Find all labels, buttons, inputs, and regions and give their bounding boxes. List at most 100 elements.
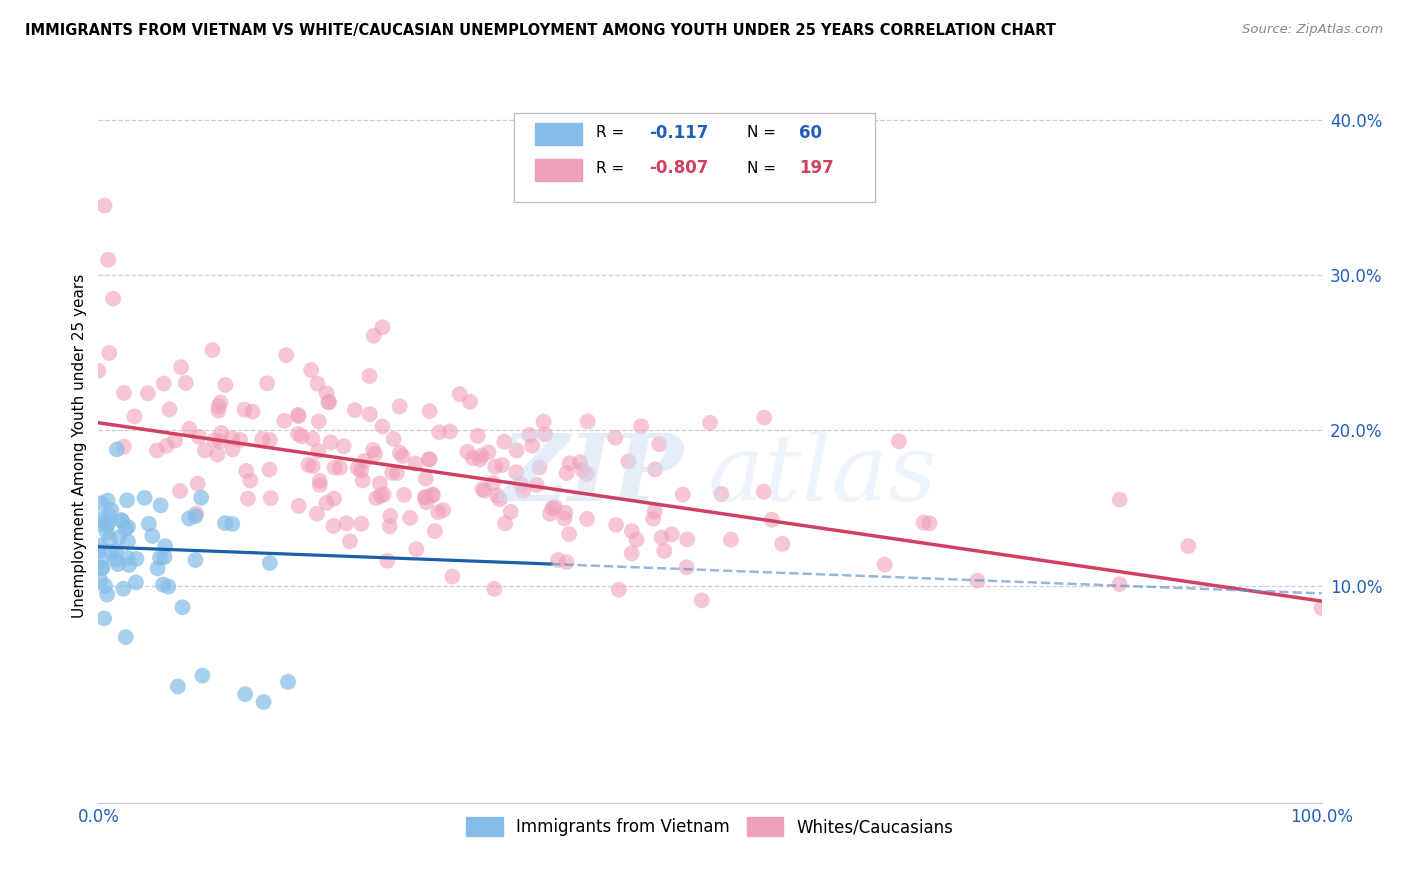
Point bbox=[93, 198, 115, 212]
Point bbox=[617, 454, 640, 468]
Point bbox=[966, 574, 988, 588]
Point bbox=[319, 435, 342, 450]
Point bbox=[363, 328, 385, 343]
Point bbox=[343, 403, 366, 417]
Point bbox=[125, 552, 148, 566]
Point bbox=[361, 442, 384, 457]
Point bbox=[547, 553, 569, 567]
Text: R =: R = bbox=[596, 125, 624, 140]
Point bbox=[323, 491, 346, 506]
Point bbox=[555, 466, 578, 480]
Text: -0.807: -0.807 bbox=[648, 160, 709, 178]
Point bbox=[118, 558, 141, 572]
Point bbox=[1108, 577, 1130, 591]
Point bbox=[385, 466, 408, 480]
Point bbox=[553, 511, 575, 525]
Point bbox=[233, 687, 256, 701]
Point bbox=[124, 409, 146, 424]
Point bbox=[1108, 492, 1130, 507]
Point bbox=[208, 434, 231, 449]
Point bbox=[1177, 539, 1199, 553]
Point bbox=[96, 518, 118, 533]
Point bbox=[471, 482, 494, 496]
Point bbox=[371, 320, 394, 334]
Point bbox=[675, 560, 697, 574]
Point bbox=[291, 429, 314, 443]
Point bbox=[117, 520, 139, 534]
Point bbox=[427, 505, 450, 519]
Point bbox=[100, 545, 122, 559]
Point bbox=[468, 452, 491, 467]
Point bbox=[353, 454, 375, 468]
Point bbox=[108, 531, 131, 545]
Point bbox=[494, 434, 516, 449]
Point bbox=[287, 409, 309, 423]
Point bbox=[207, 448, 229, 462]
Point bbox=[91, 561, 114, 575]
Point bbox=[484, 459, 506, 474]
Point bbox=[388, 400, 411, 414]
Point bbox=[90, 496, 112, 510]
Point bbox=[287, 408, 309, 422]
Point bbox=[172, 600, 194, 615]
Point bbox=[315, 386, 337, 401]
Point bbox=[214, 377, 236, 392]
Point bbox=[576, 414, 599, 428]
Point bbox=[152, 376, 174, 391]
Text: ZIP: ZIP bbox=[499, 430, 683, 519]
Point bbox=[214, 516, 236, 530]
Point bbox=[221, 431, 243, 445]
Point bbox=[491, 458, 513, 472]
Point bbox=[229, 433, 252, 447]
Point bbox=[259, 556, 281, 570]
Point bbox=[529, 460, 551, 475]
Point bbox=[305, 507, 328, 521]
Point bbox=[98, 346, 121, 360]
Point bbox=[96, 525, 118, 540]
Point bbox=[104, 544, 127, 558]
Point bbox=[381, 466, 404, 480]
Point bbox=[329, 460, 352, 475]
Point bbox=[432, 503, 454, 517]
Point bbox=[558, 527, 581, 541]
Point bbox=[149, 550, 172, 565]
Point bbox=[207, 399, 229, 413]
Point bbox=[174, 376, 197, 390]
Point bbox=[643, 511, 665, 525]
Point bbox=[392, 488, 415, 502]
Point bbox=[114, 522, 136, 536]
Point bbox=[260, 491, 283, 505]
Point bbox=[370, 489, 392, 503]
Point bbox=[239, 474, 262, 488]
Point bbox=[419, 404, 441, 418]
Point bbox=[569, 455, 592, 469]
Point bbox=[204, 433, 226, 447]
Y-axis label: Unemployment Among Youth under 25 years: Unemployment Among Youth under 25 years bbox=[72, 274, 87, 618]
Point bbox=[373, 487, 395, 501]
Point bbox=[720, 533, 742, 547]
Point bbox=[167, 680, 190, 694]
Point bbox=[169, 484, 191, 499]
Point bbox=[482, 476, 505, 491]
Point bbox=[419, 452, 441, 467]
Point bbox=[256, 376, 278, 391]
Point bbox=[105, 442, 128, 457]
Point bbox=[335, 516, 357, 531]
Point bbox=[277, 674, 299, 689]
Text: 197: 197 bbox=[800, 160, 834, 178]
Point bbox=[752, 484, 775, 499]
Point bbox=[297, 458, 319, 472]
Point bbox=[107, 557, 129, 571]
Point bbox=[399, 511, 422, 525]
Point bbox=[221, 442, 243, 457]
Point bbox=[576, 512, 599, 526]
Point bbox=[235, 464, 257, 478]
Point bbox=[252, 432, 274, 446]
Point bbox=[488, 492, 510, 507]
Point bbox=[323, 460, 346, 475]
Point bbox=[359, 407, 381, 421]
Text: IMMIGRANTS FROM VIETNAM VS WHITE/CAUCASIAN UNEMPLOYMENT AMONG YOUTH UNDER 25 YEA: IMMIGRANTS FROM VIETNAM VS WHITE/CAUCASI… bbox=[25, 23, 1056, 38]
Point bbox=[190, 491, 212, 505]
Point bbox=[467, 429, 489, 443]
Text: R =: R = bbox=[596, 161, 624, 176]
